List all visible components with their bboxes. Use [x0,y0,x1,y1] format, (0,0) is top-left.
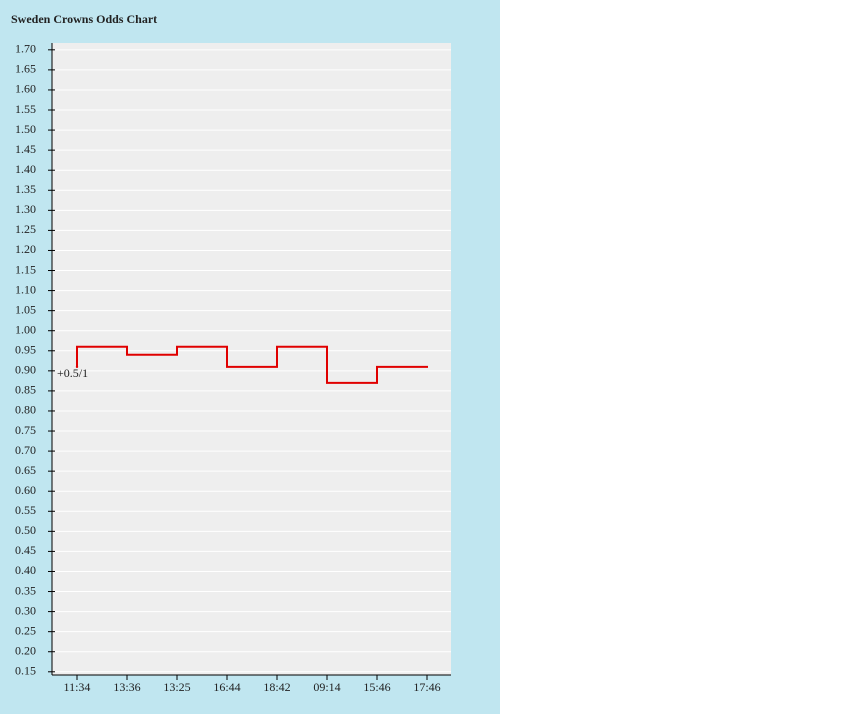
y-tick-label: 1.15 [15,262,36,276]
chart-title: Sweden Crowns Odds Chart [11,12,157,26]
y-tick-label: 0.55 [15,503,36,517]
y-tick-label: 0.45 [15,543,36,557]
y-tick-label: 1.50 [15,122,36,136]
plot-area [52,43,451,675]
y-tick-label: 0.70 [15,443,36,457]
y-tick-label: 0.90 [15,363,36,377]
y-tick-label: 0.50 [15,523,36,537]
y-tick-label: 1.45 [15,142,36,156]
y-tick-label: 1.40 [15,162,36,176]
y-tick-label: 0.95 [15,343,36,357]
x-tick-label: 13:36 [113,680,140,694]
x-tick-label: 17:46 [413,680,440,694]
y-tick-label: 1.55 [15,102,36,116]
x-tick-label: 11:34 [64,680,91,694]
y-tick-label: 0.25 [15,623,36,637]
y-tick-label: 0.15 [15,664,36,678]
y-tick-label: 0.60 [15,483,36,497]
y-tick-label: 0.30 [15,603,36,617]
y-tick-label: 1.10 [15,282,36,296]
y-tick-label: 0.65 [15,463,36,477]
y-tick-label: 0.40 [15,563,36,577]
y-tick-label: 0.80 [15,403,36,417]
y-tick-label: 1.65 [15,62,36,76]
y-tick-label: 1.35 [15,182,36,196]
x-tick-label: 09:14 [313,680,340,694]
y-tick-label: 1.00 [15,322,36,336]
x-tick-label: 13:25 [163,680,190,694]
annotation: +0.5/1 [57,366,88,380]
y-tick-label: 0.20 [15,643,36,657]
y-tick-label: 1.05 [15,302,36,316]
x-tick-label: 15:46 [363,680,390,694]
y-tick-label: 1.20 [15,242,36,256]
y-tick-label: 0.75 [15,423,36,437]
y-tick-label: 1.30 [15,202,36,216]
y-tick-label: 1.70 [15,42,36,56]
y-tick-label: 1.25 [15,222,36,236]
x-tick-label: 18:42 [263,680,290,694]
y-tick-label: 0.85 [15,383,36,397]
y-tick-label: 0.35 [15,583,36,597]
y-tick-label: 1.60 [15,82,36,96]
x-tick-label: 16:44 [213,680,240,694]
